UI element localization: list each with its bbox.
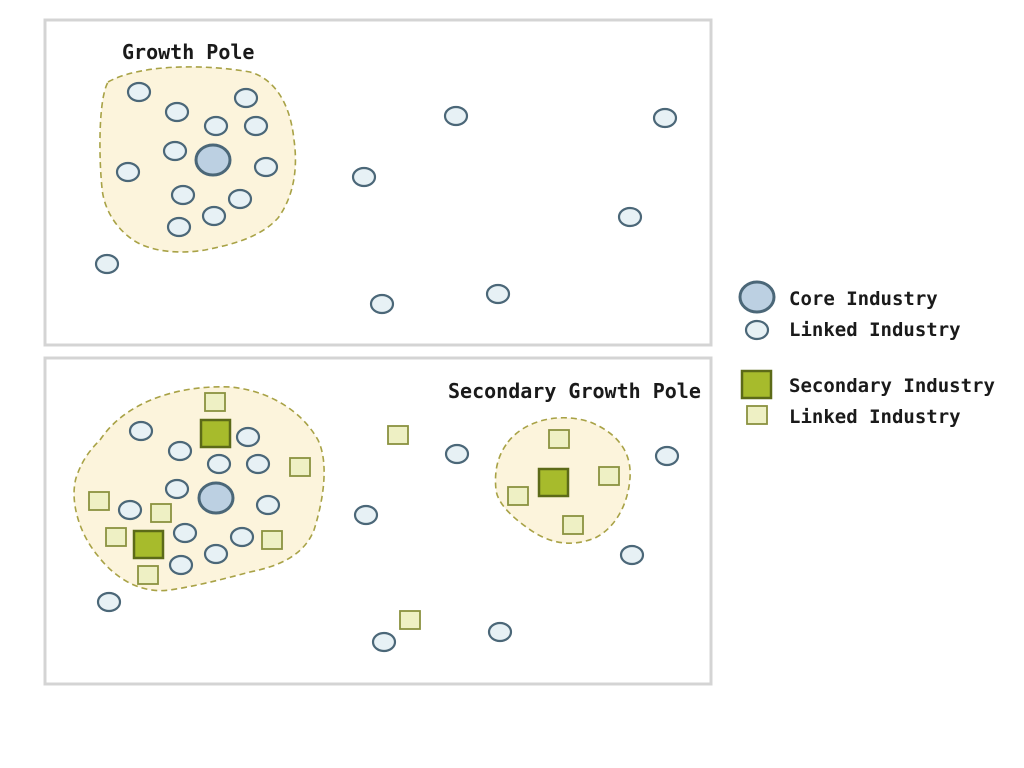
linked-industry-circle [243, 115, 269, 137]
legend-secondary-industry-label: Secondary Industry [789, 375, 995, 397]
core-industry-circle [197, 481, 235, 515]
linked-industry-circle [444, 443, 470, 465]
bottom-linked-squares [88, 392, 620, 630]
legend-secondary-industry-icon [740, 369, 773, 400]
linked-industry-square [204, 392, 226, 412]
linked-industry-square [562, 515, 584, 535]
linked-industry-circle [487, 621, 513, 643]
linked-industry-circle [201, 205, 227, 227]
linked-industry-circle [619, 544, 645, 566]
linked-industry-circle [166, 216, 192, 238]
linked-industry-circle [652, 107, 678, 129]
linked-industry-square [548, 429, 570, 449]
linked-industry-circle [203, 115, 229, 137]
top-panel: Growth Pole [43, 18, 713, 347]
linked-industry-square [399, 610, 421, 630]
linked-industry-square [137, 565, 159, 585]
linked-industry-circle [353, 504, 379, 526]
secondary-industry-square [537, 467, 570, 498]
linked-industry-circle [115, 161, 141, 183]
linked-industry-circle [162, 140, 188, 162]
linked-industry-circle [128, 420, 154, 442]
legend-core-industry-icon [738, 280, 776, 314]
linked-industry-circle [253, 156, 279, 178]
linked-industry-square [88, 491, 110, 511]
linked-industry-circle [255, 494, 281, 516]
linked-industry-square [261, 530, 283, 550]
linked-industry-circle [443, 105, 469, 127]
secondary-growth-pole-label: Secondary Growth Pole [448, 379, 701, 403]
linked-industry-square [387, 425, 409, 445]
legend-linked-industry-square-icon [746, 405, 768, 425]
linked-industry-circle [164, 478, 190, 500]
legend-linked-industry-square-label: Linked Industry [789, 406, 961, 428]
linked-industry-square [150, 503, 172, 523]
linked-industry-circle [96, 591, 122, 613]
linked-industry-circle [617, 206, 643, 228]
linked-industry-circle [170, 184, 196, 206]
linked-industry-circle [126, 81, 152, 103]
linked-industry-circle [206, 453, 232, 475]
linked-industry-circle [94, 253, 120, 275]
linked-industry-circle [168, 554, 194, 576]
linked-industry-circle [654, 445, 680, 467]
linked-industry-square [598, 466, 620, 486]
top-linked-circles [94, 81, 678, 315]
linked-industry-circle [203, 543, 229, 565]
secondary-industry-square [132, 529, 165, 560]
legend-core-industry-label: Core Industry [789, 288, 938, 310]
linked-industry-circle [229, 526, 255, 548]
growth-pole-label: Growth Pole [122, 40, 254, 64]
bottom-linked-circles [96, 420, 680, 653]
linked-industry-circle [233, 87, 259, 109]
linked-industry-circle [164, 101, 190, 123]
linked-industry-circle [369, 293, 395, 315]
linked-industry-circle [227, 188, 253, 210]
core-industry-circle [194, 143, 232, 177]
linked-industry-circle [235, 426, 261, 448]
linked-industry-circle [245, 453, 271, 475]
legend-linked-industry-circle-label: Linked Industry [789, 319, 961, 341]
legend: Core Industry Linked Industry Secondary … [738, 280, 995, 428]
linked-industry-circle [351, 166, 377, 188]
linked-industry-square [507, 486, 529, 506]
secondary-industry-square [199, 418, 232, 449]
legend-linked-industry-circle-icon [744, 319, 770, 341]
bottom-panel: Secondary Growth Pole [43, 356, 713, 686]
linked-industry-square [289, 457, 311, 477]
linked-industry-circle [167, 440, 193, 462]
linked-industry-circle [172, 522, 198, 544]
linked-industry-circle [485, 283, 511, 305]
linked-industry-circle [117, 499, 143, 521]
linked-industry-square [105, 527, 127, 547]
linked-industry-circle [371, 631, 397, 653]
